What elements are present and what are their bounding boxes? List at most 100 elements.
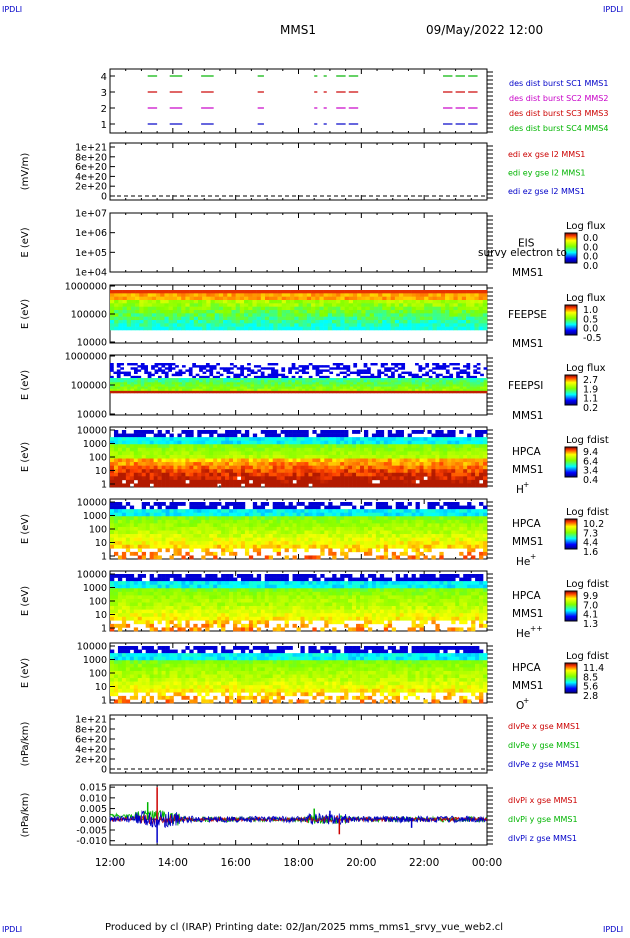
spectrogram-cell	[316, 451, 320, 455]
spectrogram-cell	[422, 380, 426, 382]
spectrogram-cell	[225, 506, 229, 510]
spectrogram-cell	[177, 437, 181, 441]
spectrogram-cell	[165, 389, 169, 391]
spectrogram-cell	[273, 545, 277, 549]
spectrogram-cell	[265, 555, 269, 559]
spectrogram-cell	[289, 523, 293, 527]
spectrogram-cell	[151, 391, 155, 393]
spectrogram-cell	[126, 531, 130, 535]
spectrogram-cell	[269, 483, 273, 487]
spectrogram-cell	[403, 310, 407, 314]
spectrogram-cell	[213, 462, 217, 466]
spectrogram-cell	[150, 552, 154, 556]
spectrogram-cell	[225, 430, 229, 434]
spectrogram-cell	[278, 307, 282, 311]
footer-text: Produced by cl (IRAP) Printing date: 02/…	[105, 922, 503, 933]
spectrogram-cell	[245, 451, 249, 455]
spectrogram-cell	[372, 459, 376, 463]
spectrogram-cell	[118, 441, 122, 445]
spectrogram-cell	[114, 523, 118, 527]
spectrogram-cell	[138, 434, 142, 438]
spectrogram-cell	[466, 310, 470, 314]
spectrogram-cell	[253, 455, 257, 459]
spectrogram-cell	[319, 382, 323, 384]
spectrogram-cell	[118, 545, 122, 549]
spectrogram-cell	[286, 307, 290, 311]
spectrogram-cell	[181, 545, 185, 549]
spectrogram-cell	[315, 327, 319, 331]
spectrogram-cell	[443, 473, 447, 477]
spectrogram-cell	[462, 317, 466, 321]
spectrogram-cell	[293, 455, 297, 459]
spectrogram-cell	[261, 307, 265, 311]
spectrogram-cell	[211, 323, 215, 327]
spectrogram-cell	[209, 527, 213, 531]
spectrogram-cell	[420, 293, 424, 297]
spectrogram-cell	[162, 476, 166, 480]
spectrogram-cell	[361, 317, 365, 321]
spectrogram-cell	[392, 451, 396, 455]
spectrogram-cell	[269, 290, 273, 294]
spectrogram-cell	[278, 317, 282, 321]
spectrogram-cell	[273, 538, 277, 542]
spectrogram-cell	[253, 444, 257, 448]
spectrogram-cell	[261, 455, 265, 459]
spectrogram-cell	[185, 320, 189, 324]
spectrogram-cell	[400, 434, 404, 438]
spectrogram-cell	[225, 513, 229, 517]
spectrogram-cell	[374, 384, 378, 386]
spectrogram-cell	[138, 466, 142, 470]
spectrogram-cell	[216, 389, 220, 391]
spectrogram-cell	[273, 516, 277, 520]
spectrogram-cell	[164, 300, 168, 304]
spectrogram-cell	[386, 297, 390, 301]
spectrogram-cell	[408, 374, 412, 376]
spectrogram-cell	[382, 317, 386, 321]
spectrogram-cell	[213, 387, 217, 389]
spectrogram-cell	[237, 391, 241, 393]
spectrogram-cell	[483, 455, 487, 459]
spectrogram-cell	[424, 455, 428, 459]
spectrogram-cell	[118, 303, 122, 307]
spectrogram-cell	[381, 391, 385, 393]
spectrogram-cell	[332, 483, 336, 487]
spectrogram-cell	[308, 455, 312, 459]
spectrogram-cell	[271, 369, 275, 371]
spectrogram-cell	[126, 480, 130, 484]
spectrogram-cell	[282, 307, 286, 311]
spectrogram-cell	[152, 290, 156, 294]
spectrogram-cell	[261, 466, 265, 470]
spectrogram-cell	[348, 437, 352, 441]
spectrogram-cell	[269, 531, 273, 535]
spectrogram-cell	[308, 451, 312, 455]
spectrogram-cell	[225, 538, 229, 542]
spectrogram-cell	[435, 476, 439, 480]
spectrogram-cell	[173, 317, 177, 321]
spectrogram-cell	[292, 363, 296, 365]
spectrogram-cell	[356, 459, 360, 463]
spectrogram-cell	[343, 380, 347, 382]
spectrogram-cell	[122, 527, 126, 531]
spectrogram-cell	[316, 382, 320, 384]
spectrogram-cell	[179, 380, 183, 382]
spectrogram-cell	[420, 290, 424, 294]
spectrogram-cell	[285, 434, 289, 438]
legend-entry: edi ey gse l2 MMS1	[508, 169, 586, 178]
spectrogram-cell	[248, 303, 252, 307]
spectrogram-cell	[209, 462, 213, 466]
spectrogram-cell	[249, 538, 253, 542]
spectrogram-cell	[220, 367, 224, 369]
spectrogram-cell	[138, 541, 142, 545]
spectrogram-cell	[166, 506, 170, 510]
spectrogram-cell	[252, 310, 256, 314]
spectrogram-cell	[265, 293, 269, 297]
spectrogram-cell	[404, 455, 408, 459]
spectrogram-cell	[161, 365, 165, 367]
spectrogram-cell	[391, 374, 395, 376]
spectrogram-cell	[463, 437, 467, 441]
spectrogram-cell	[479, 303, 483, 307]
spectrogram-cell	[304, 466, 308, 470]
spectrogram-cell	[447, 480, 451, 484]
